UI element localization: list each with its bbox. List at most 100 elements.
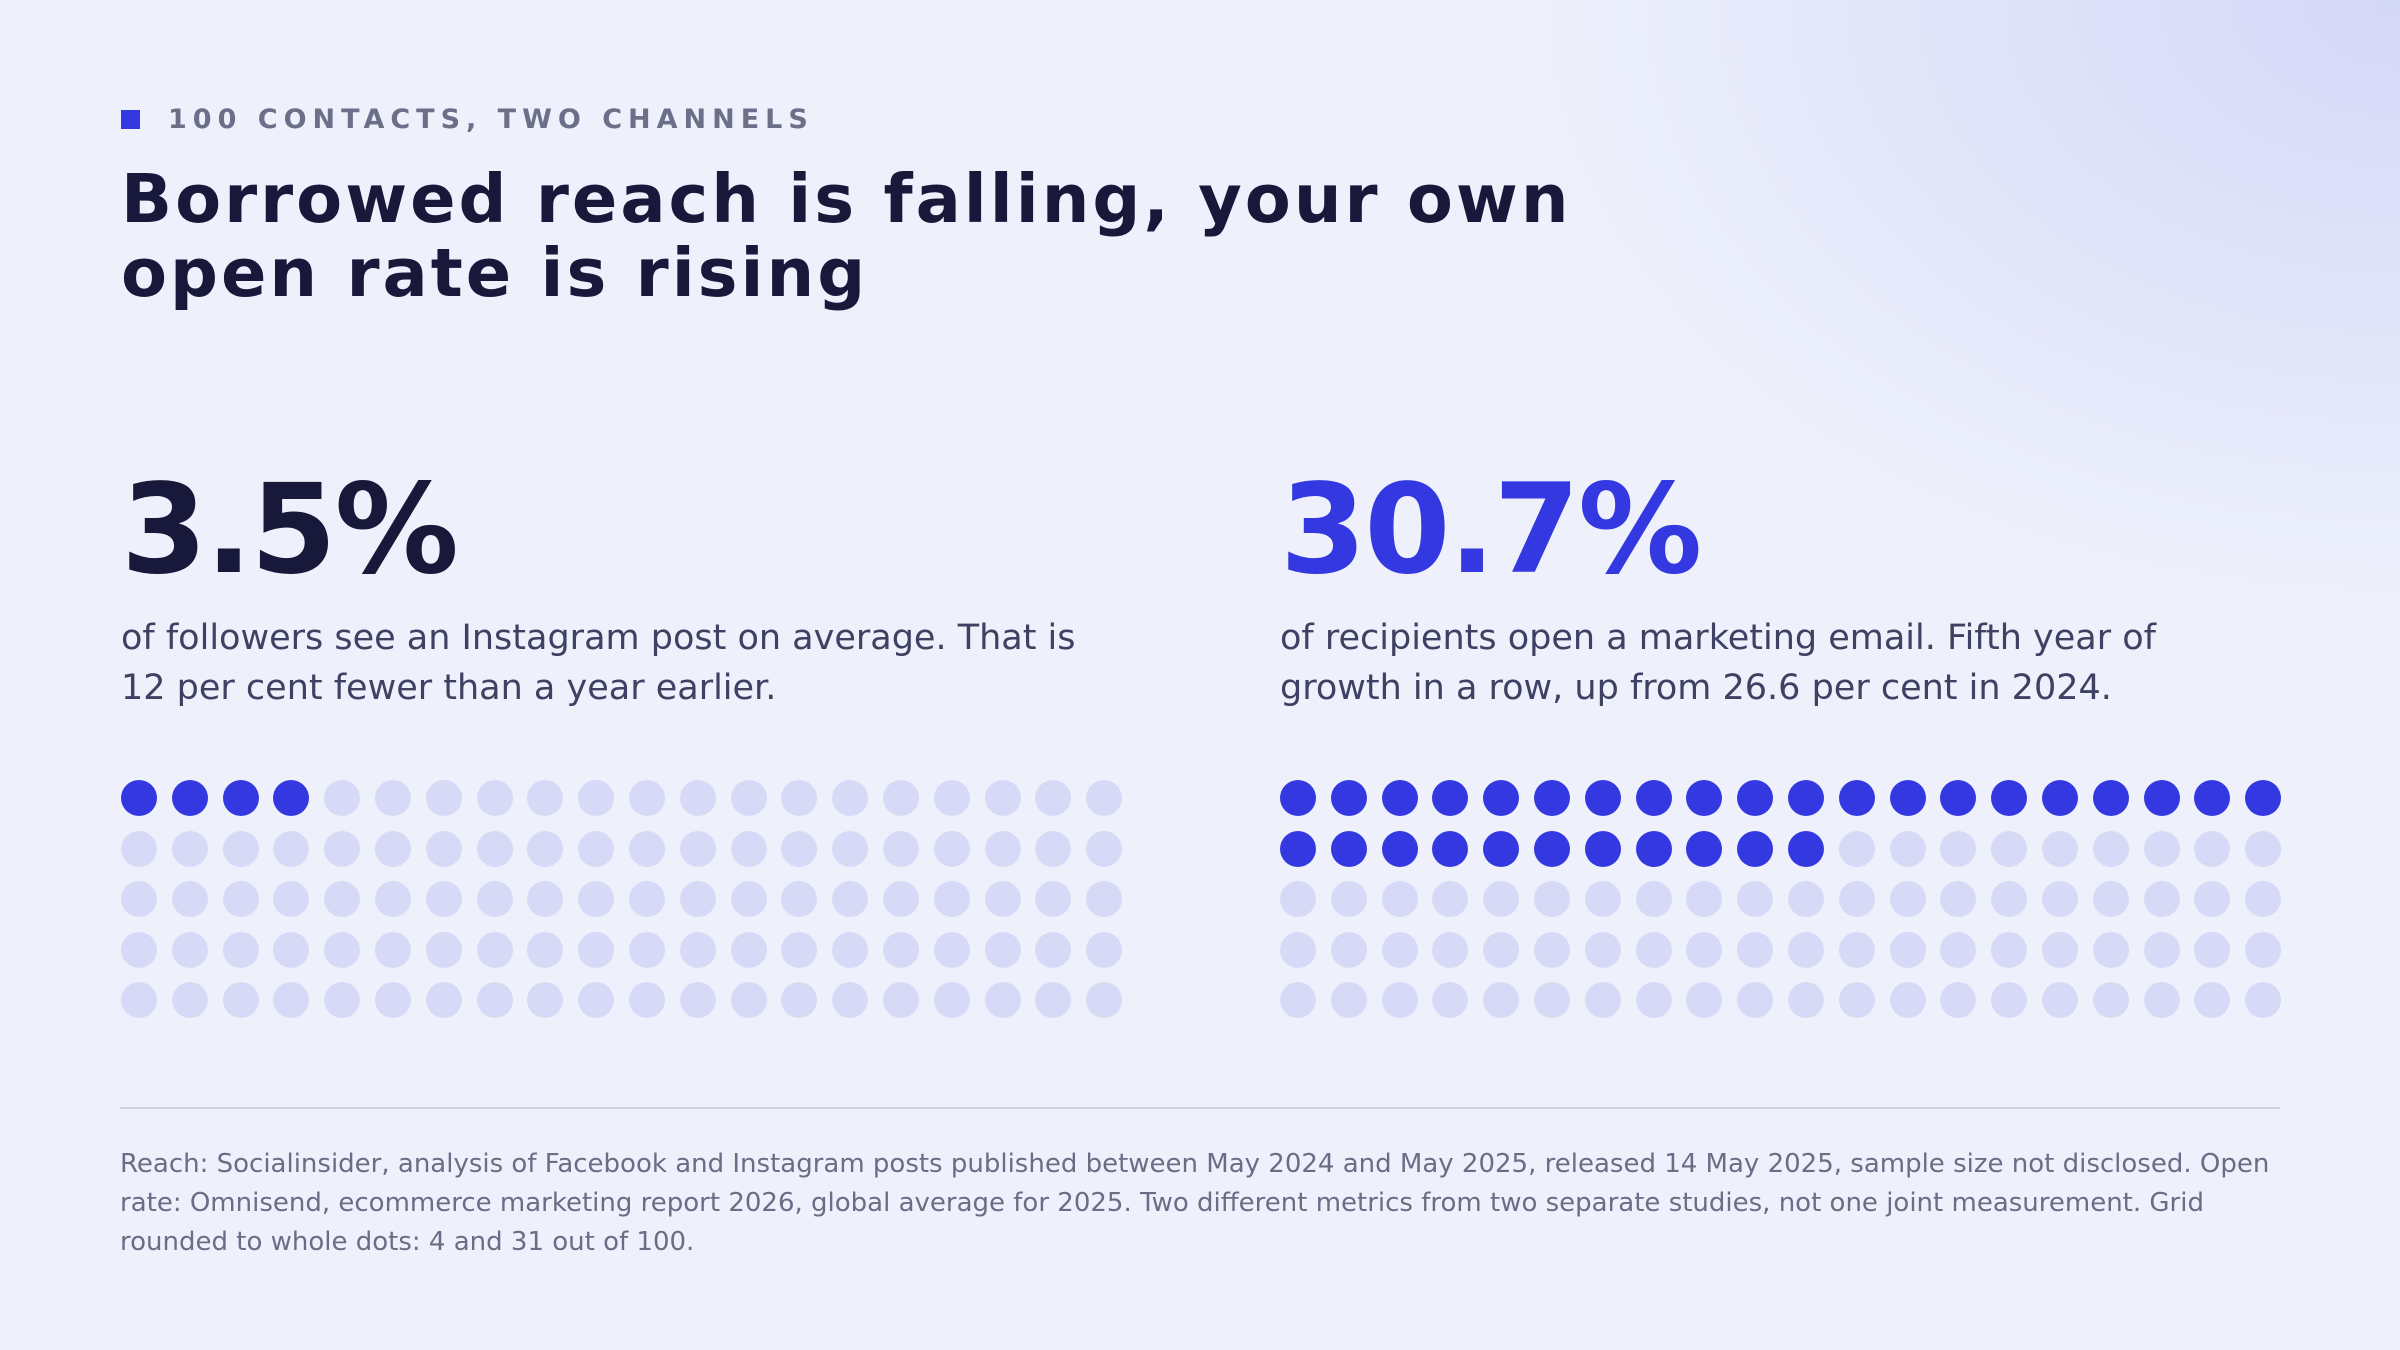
email-open-rate-dot-empty xyxy=(2194,830,2231,867)
email-open-rate-dot-filled xyxy=(1483,830,1520,867)
instagram-reach-dot-empty xyxy=(171,830,208,867)
instagram-reach-dot-empty xyxy=(476,931,513,968)
instagram-reach-dot-empty xyxy=(374,982,411,1018)
email-open-rate-dot-filled xyxy=(1533,780,1570,816)
email-open-rate-dot-empty xyxy=(1991,881,2028,917)
email-open-rate-dot-empty xyxy=(1280,982,1316,1018)
email-open-rate-dot-empty xyxy=(1889,931,1926,968)
email-open-rate-dot-empty xyxy=(1838,982,1875,1018)
email-open-rate-dot-empty xyxy=(2092,830,2129,867)
email-open-rate-dot-empty xyxy=(1787,881,1824,917)
instagram-reach-stat: 3.5% of followers see an Instagram post … xyxy=(121,455,1121,713)
email-open-rate-dot-filled xyxy=(1432,780,1469,816)
instagram-reach-dot-empty xyxy=(476,881,513,917)
email-open-rate-dot-filled xyxy=(1381,830,1418,867)
instagram-reach-dot-empty xyxy=(222,881,259,917)
email-open-rate-dot-empty xyxy=(1280,881,1316,917)
email-open-rate-dot-filled xyxy=(1787,780,1824,816)
instagram-reach-dot-empty xyxy=(527,830,564,867)
instagram-reach-dot-empty xyxy=(425,881,462,917)
email-open-rate-dot-filled xyxy=(1330,830,1367,867)
instagram-reach-dot-empty xyxy=(121,881,157,917)
instagram-reach-dot-empty xyxy=(324,780,361,816)
instagram-reach-dot-empty xyxy=(933,931,970,968)
email-open-rate-dot-filled xyxy=(1280,780,1316,816)
instagram-reach-dot-empty xyxy=(476,982,513,1018)
instagram-reach-dot-empty xyxy=(527,931,564,968)
email-open-rate-value: 30.7% xyxy=(1280,458,1702,602)
email-open-rate-dot-filled xyxy=(1889,780,1926,816)
email-open-rate-dot-filled xyxy=(2194,780,2231,816)
email-open-rate-dot-empty xyxy=(1838,830,1875,867)
email-open-rate-dot-empty xyxy=(1889,830,1926,867)
email-open-rate-dot-empty xyxy=(1432,881,1469,917)
instagram-reach-dot-empty xyxy=(121,830,157,867)
email-open-rate-dot-grid xyxy=(1280,780,2282,1018)
email-open-rate-dot-empty xyxy=(1635,931,1672,968)
instagram-reach-dot-empty xyxy=(628,780,665,816)
email-open-rate-dot-empty xyxy=(1737,931,1774,968)
instagram-reach-dot-empty xyxy=(832,931,869,968)
email-open-rate-dot-empty xyxy=(1483,881,1520,917)
email-open-rate-dot-empty xyxy=(1838,881,1875,917)
instagram-reach-dot-empty xyxy=(425,982,462,1018)
instagram-reach-dot-empty xyxy=(324,982,361,1018)
email-open-rate-dot-empty xyxy=(1381,931,1418,968)
instagram-reach-dot-empty xyxy=(1035,982,1072,1018)
email-open-rate-dot-empty xyxy=(1940,982,1977,1018)
email-open-rate-dot-empty xyxy=(2041,982,2078,1018)
instagram-reach-dot-empty xyxy=(578,931,615,968)
instagram-reach-dot-empty xyxy=(324,881,361,917)
instagram-reach-dot-empty xyxy=(628,830,665,867)
instagram-reach-dot-empty xyxy=(1086,982,1123,1018)
email-open-rate-dot-empty xyxy=(1280,931,1316,968)
instagram-reach-dot-empty xyxy=(121,982,157,1018)
email-open-rate-dot-empty xyxy=(1991,830,2028,867)
email-open-rate-dot-empty xyxy=(1635,982,1672,1018)
email-open-rate-dot-empty xyxy=(2041,830,2078,867)
instagram-reach-dot-empty xyxy=(1086,780,1123,816)
email-open-rate-dot-empty xyxy=(1737,881,1774,917)
email-open-rate-dot-filled xyxy=(1940,780,1977,816)
instagram-reach-dot-empty xyxy=(171,931,208,968)
email-open-rate-dot-filled xyxy=(1381,780,1418,816)
instagram-reach-dot-empty xyxy=(781,830,818,867)
instagram-reach-dot-empty xyxy=(527,982,564,1018)
instagram-reach-dot-empty xyxy=(374,881,411,917)
instagram-reach-dot-empty xyxy=(832,881,869,917)
instagram-reach-dot-empty xyxy=(781,881,818,917)
email-open-rate-dot-filled xyxy=(1737,830,1774,867)
email-open-rate-dot-empty xyxy=(1889,982,1926,1018)
email-open-rate-dot-empty xyxy=(1787,982,1824,1018)
footnote-divider xyxy=(120,1107,2280,1109)
email-open-rate-dot-filled xyxy=(2143,780,2180,816)
instagram-reach-dot-empty xyxy=(781,780,818,816)
instagram-reach-dot-empty xyxy=(882,982,919,1018)
email-open-rate-dot-empty xyxy=(2143,931,2180,968)
email-open-rate-dot-empty xyxy=(2245,982,2282,1018)
email-open-rate-dot-filled xyxy=(1686,830,1723,867)
email-open-rate-dot-empty xyxy=(1483,982,1520,1018)
email-open-rate-dot-empty xyxy=(2143,982,2180,1018)
email-open-rate-dot-filled xyxy=(1787,830,1824,867)
email-open-rate-dot-empty xyxy=(1584,931,1621,968)
instagram-reach-dot-empty xyxy=(171,982,208,1018)
instagram-reach-dot-empty xyxy=(984,881,1021,917)
instagram-reach-dot-empty xyxy=(374,931,411,968)
email-open-rate-dot-filled xyxy=(1584,780,1621,816)
instagram-reach-dot-empty xyxy=(425,780,462,816)
instagram-reach-dot-empty xyxy=(679,931,716,968)
instagram-reach-dot-empty xyxy=(476,780,513,816)
instagram-reach-dot-empty xyxy=(984,830,1021,867)
email-open-rate-dot-filled xyxy=(2092,780,2129,816)
instagram-reach-dot-empty xyxy=(1035,931,1072,968)
instagram-reach-description: of followers see an Instagram post on av… xyxy=(121,618,1076,708)
email-open-rate-dot-filled xyxy=(1483,780,1520,816)
instagram-reach-dot-empty xyxy=(933,830,970,867)
instagram-reach-dot-empty xyxy=(679,780,716,816)
instagram-reach-dot-empty xyxy=(1035,830,1072,867)
email-open-rate-dot-filled xyxy=(1584,830,1621,867)
instagram-reach-dot-empty xyxy=(273,830,310,867)
email-open-rate-dot-filled xyxy=(1635,830,1672,867)
email-open-rate-dot-filled xyxy=(2041,780,2078,816)
